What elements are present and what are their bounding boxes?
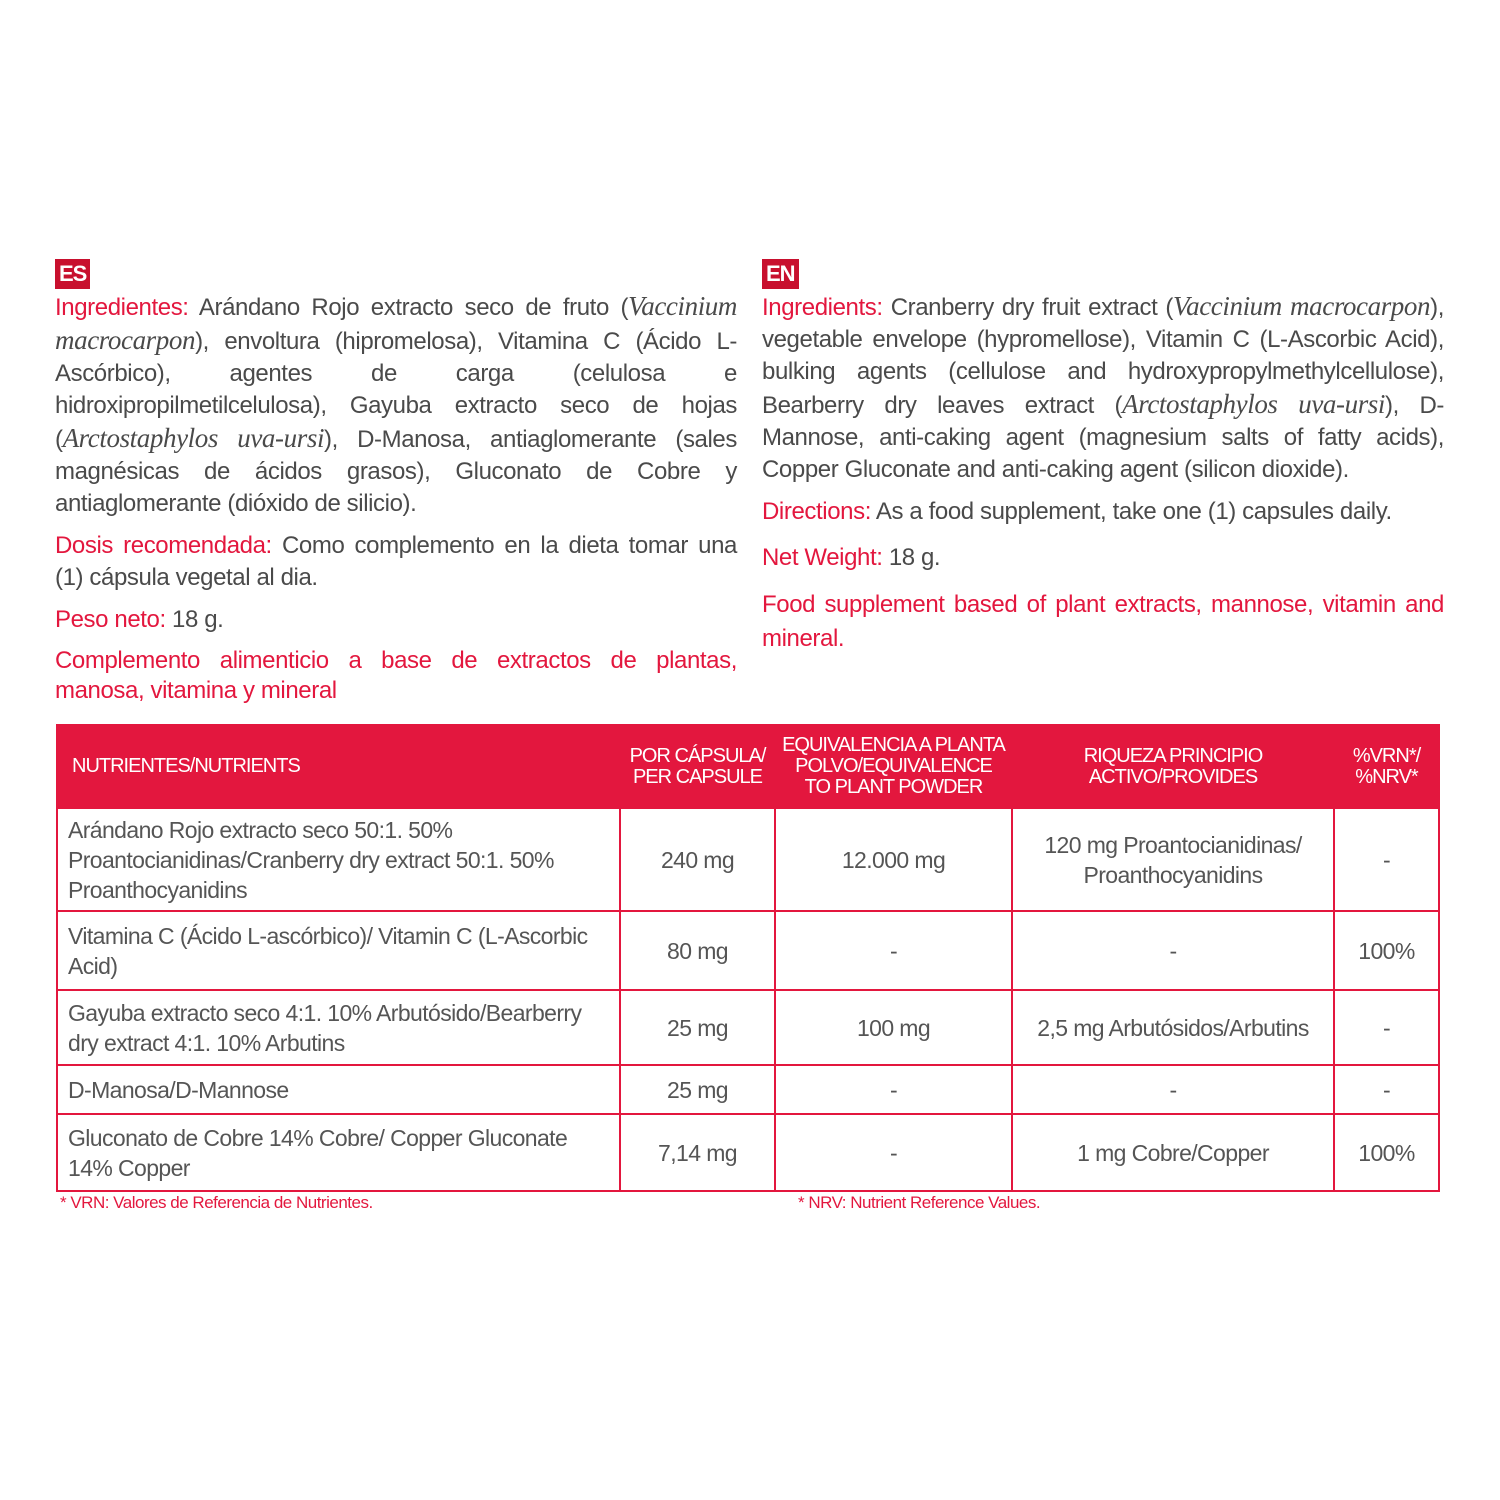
dose-en: Directions: As a food supplement, take o… bbox=[762, 496, 1444, 528]
nutrient-name: D-Manosa/D-Mannose bbox=[56, 1064, 621, 1115]
ingredients-text: ), D-Mannose, anti-caking agent (magnesi… bbox=[762, 392, 1445, 483]
weight-label: Net Weight: bbox=[762, 544, 883, 571]
nutrient-name: Vitamina C (Ácido L-ascórbico)/ Vitamin … bbox=[56, 910, 621, 991]
dose-text: As a food supplement, take one (1) capsu… bbox=[870, 498, 1392, 525]
plant-equivalence: - bbox=[774, 910, 1013, 991]
header-nrv: %VRN*/ %NRV* bbox=[1333, 724, 1440, 809]
footnote-en: * NRV: Nutrient Reference Values. bbox=[798, 1193, 1041, 1212]
claim-en: Food supplement based of plant extracts,… bbox=[762, 591, 1444, 652]
table-row: D-Manosa/D-Mannose 25 mg - - - bbox=[56, 1064, 1440, 1115]
plant-equivalence: - bbox=[774, 1113, 1013, 1192]
dose-label: Dosis recomendada: bbox=[55, 532, 272, 559]
ingredients-text: Arándano Rojo extracto seco de fruto ( bbox=[188, 294, 629, 321]
weight-en: Net Weight: 18 g. bbox=[762, 542, 1444, 574]
table-row: Gluconato de Cobre 14% Cobre/ Copper Glu… bbox=[56, 1113, 1440, 1192]
plant-equivalence: 12.000 mg bbox=[774, 807, 1013, 912]
latin-name: Arctostaphylos uva-ursi bbox=[1122, 389, 1386, 419]
weight-es: Peso neto: 18 g. bbox=[55, 604, 737, 636]
claim-es: Complemento alimenticio a base de extrac… bbox=[55, 647, 737, 704]
nrv: - bbox=[1333, 989, 1440, 1066]
nrv: 100% bbox=[1333, 910, 1440, 991]
latin-name: Vaccinium macrocarpon bbox=[55, 291, 737, 355]
spanish-section: ES Ingredientes: Arándano Rojo extracto … bbox=[55, 258, 737, 716]
provides: 1 mg Cobre/Copper bbox=[1011, 1113, 1335, 1192]
header-nutrients: NUTRIENTES/NUTRIENTS bbox=[56, 724, 621, 809]
dose-text: Como complemento en la dieta tomar una (… bbox=[55, 532, 737, 591]
table-row: Gayuba extracto seco 4:1. 10% Arbutósido… bbox=[56, 989, 1440, 1066]
per-capsule: 240 mg bbox=[619, 807, 776, 912]
provides: 120 mg Proantocianidinas/ Proanthocyanid… bbox=[1011, 807, 1335, 912]
provides: 2,5 mg Arbutósidos/Arbutins bbox=[1011, 989, 1335, 1066]
latin-name: Vaccinium macrocarpon bbox=[1173, 291, 1431, 321]
ingredients-en: Ingredients: Cranberry dry fruit extract… bbox=[762, 290, 1444, 486]
weight-value: 18 g. bbox=[165, 606, 224, 633]
nutrient-name: Gayuba extracto seco 4:1. 10% Arbutósido… bbox=[56, 989, 621, 1066]
ingredients-text: Cranberry dry fruit extract ( bbox=[882, 294, 1174, 321]
language-badge-en: EN bbox=[762, 259, 799, 289]
plant-equivalence: 100 mg bbox=[774, 989, 1013, 1066]
ingredients-text: ), envoltura (hipromelosa), Vitamina C (… bbox=[55, 328, 737, 453]
header-plant-equivalence: EQUIVALENCIA A PLANTA POLVO/EQUIVALENCE … bbox=[774, 724, 1013, 809]
nrv: - bbox=[1333, 807, 1440, 912]
provides: - bbox=[1011, 910, 1335, 991]
ingredients-text: ), vegetable envelope (hypromellose), Vi… bbox=[762, 294, 1444, 419]
weight-value: 18 g. bbox=[882, 544, 941, 571]
nutrient-name: Gluconato de Cobre 14% Cobre/ Copper Glu… bbox=[56, 1113, 621, 1192]
latin-name: Arctostaphylos uva-ursi bbox=[62, 423, 325, 453]
english-section: EN Ingredients: Cranberry dry fruit extr… bbox=[762, 258, 1444, 666]
per-capsule: 25 mg bbox=[619, 1064, 776, 1115]
nrv: 100% bbox=[1333, 1113, 1440, 1192]
footnote-es: * VRN: Valores de Referencia de Nutrient… bbox=[60, 1193, 373, 1212]
nutrient-name: Arándano Rojo extracto seco 50:1. 50% Pr… bbox=[56, 807, 621, 912]
nutrition-table: NUTRIENTES/NUTRIENTS POR CÁPSULA/ PER CA… bbox=[56, 724, 1440, 1192]
per-capsule: 25 mg bbox=[619, 989, 776, 1066]
plant-equivalence: - bbox=[774, 1064, 1013, 1115]
ingredients-es: Ingredientes: Arándano Rojo extracto sec… bbox=[55, 290, 737, 520]
weight-label: Peso neto: bbox=[55, 606, 166, 633]
table-row: Vitamina C (Ácido L-ascórbico)/ Vitamin … bbox=[56, 910, 1440, 991]
language-badge-es: ES bbox=[55, 259, 91, 289]
dose-es: Dosis recomendada: Como complemento en l… bbox=[55, 530, 737, 594]
nrv: - bbox=[1333, 1064, 1440, 1115]
per-capsule: 80 mg bbox=[619, 910, 776, 991]
table-row: Arándano Rojo extracto seco 50:1. 50% Pr… bbox=[56, 807, 1440, 912]
ingredients-label: Ingredients: bbox=[762, 294, 883, 321]
per-capsule: 7,14 mg bbox=[619, 1113, 776, 1192]
ingredients-label: Ingredientes: bbox=[55, 294, 189, 321]
provides: - bbox=[1011, 1064, 1335, 1115]
header-provides: RIQUEZA PRINCIPIO ACTIVO/PROVIDES bbox=[1011, 724, 1335, 809]
ingredients-text: ), D-Manosa, antiaglomerante (sales magn… bbox=[55, 426, 737, 517]
table-header-row: NUTRIENTES/NUTRIENTS POR CÁPSULA/ PER CA… bbox=[56, 724, 1440, 809]
dose-label: Directions: bbox=[762, 498, 871, 525]
header-per-capsule: POR CÁPSULA/ PER CAPSULE bbox=[619, 724, 776, 809]
